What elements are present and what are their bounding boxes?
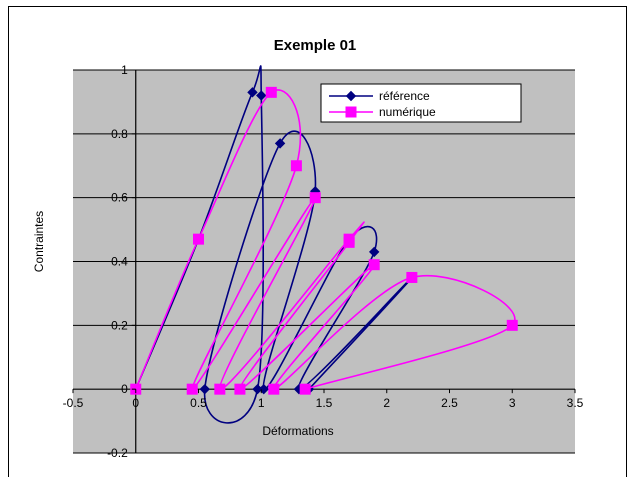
- data-point: [247, 87, 258, 98]
- x-tick-label: 0.5: [190, 396, 207, 410]
- x-tick-label: 1: [258, 396, 265, 410]
- data-point: [193, 233, 204, 245]
- legend-item: numérique: [329, 105, 436, 119]
- chart-title: Exemple 01: [274, 37, 357, 54]
- data-point: [343, 236, 355, 248]
- legend-marker: [345, 90, 357, 102]
- x-axis-label: Déformations: [262, 424, 333, 438]
- data-point: [506, 319, 518, 331]
- data-point: [368, 259, 380, 271]
- data-point: [274, 138, 286, 149]
- x-tick-label: 1.5: [316, 396, 333, 410]
- legend-marker: [345, 106, 357, 118]
- data-point: [299, 383, 311, 395]
- series-1: [130, 86, 518, 395]
- y-tick-label: 0: [121, 382, 128, 396]
- data-point: [268, 383, 280, 395]
- data-point: [186, 383, 198, 395]
- chart-frame: Exemple 01 -0.5 0 0.5 1 1.5 2 2.5 3 3.5 -0.2 0 0.2 0…: [8, 6, 627, 477]
- series-line: [135, 89, 516, 390]
- y-tick-label: 1: [121, 63, 128, 77]
- data-point: [368, 246, 380, 258]
- y-tick-label: 0.2: [111, 318, 128, 332]
- chart-svg: Exemple 01 -0.5 0 0.5 1 1.5 2 2.5 3 3.5 -0.2 0 0.2 0…: [32, 37, 584, 460]
- x-tick-label: 0: [132, 396, 139, 410]
- y-tick-label: 0.4: [111, 255, 128, 269]
- data-point: [214, 383, 226, 395]
- x-tick-label: -0.5: [63, 396, 84, 410]
- series-line: [135, 65, 413, 424]
- data-point: [265, 86, 277, 98]
- x-tick-label: 3.5: [567, 396, 584, 410]
- legend-item: référence: [329, 89, 430, 103]
- legend: référence numérique: [320, 83, 522, 123]
- y-tick-label: 0.6: [111, 191, 128, 205]
- x-tick-label: 3: [509, 396, 516, 410]
- y-tick-label: -0.2: [107, 446, 128, 460]
- y-tick-label: 0.8: [111, 127, 128, 141]
- data-point: [406, 271, 418, 283]
- data-point: [256, 90, 267, 101]
- data-point: [199, 383, 210, 395]
- x-tick-label: 2.5: [441, 396, 458, 410]
- data-point: [234, 383, 246, 395]
- legend-label: numérique: [379, 105, 436, 119]
- x-tick-label: 2: [383, 396, 390, 410]
- data-point: [290, 160, 302, 172]
- y-axis-label: Contraintes: [32, 211, 46, 272]
- legend-label: référence: [379, 89, 430, 103]
- data-point: [309, 192, 321, 204]
